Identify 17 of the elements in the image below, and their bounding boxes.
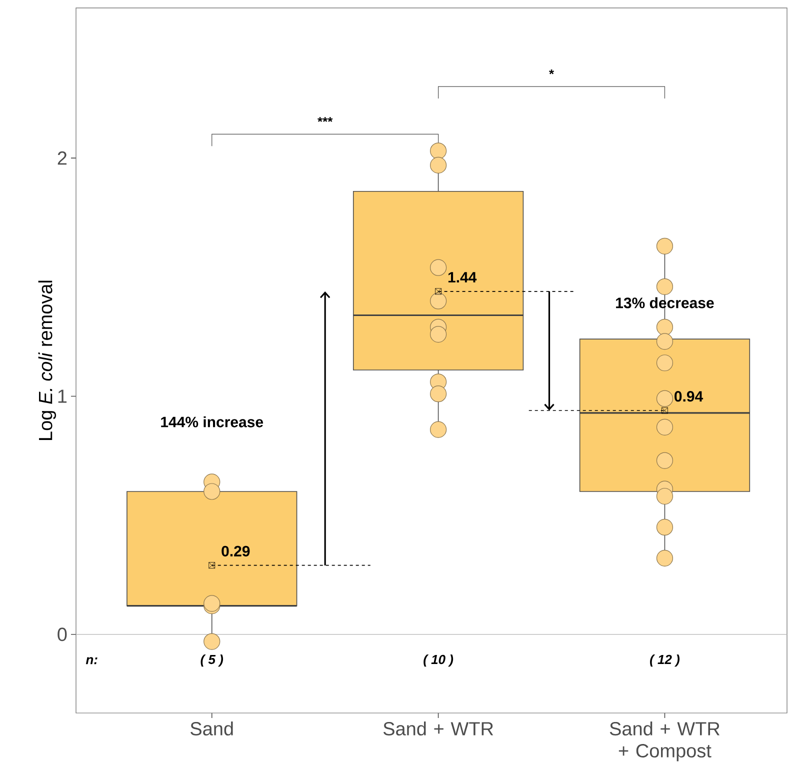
annotation: ( 12 ) [650,654,680,667]
annotation: 1.44 [448,272,477,282]
annotation: 0.29 [222,546,250,556]
annotation: 0.94 [674,391,704,402]
y-tick-label: 2 [58,151,67,165]
x-tick-label: Sand [190,722,233,736]
x-tick-label: Sand + WTR [383,722,494,736]
annotation: * [549,69,554,74]
y-axis-title: Log E. coli removal [38,280,56,440]
annotation: 144% increase [161,416,264,428]
annotation: ( 5 ) [200,654,224,667]
y-tick-label: 1 [58,390,67,403]
annotation: *** [318,117,333,122]
x-tick-label: Sand + WTR + Compost [610,722,720,762]
annotation: n: [86,657,98,664]
annotation: ( 10 ) [424,654,454,667]
y-tick-label: 0 [58,628,67,642]
